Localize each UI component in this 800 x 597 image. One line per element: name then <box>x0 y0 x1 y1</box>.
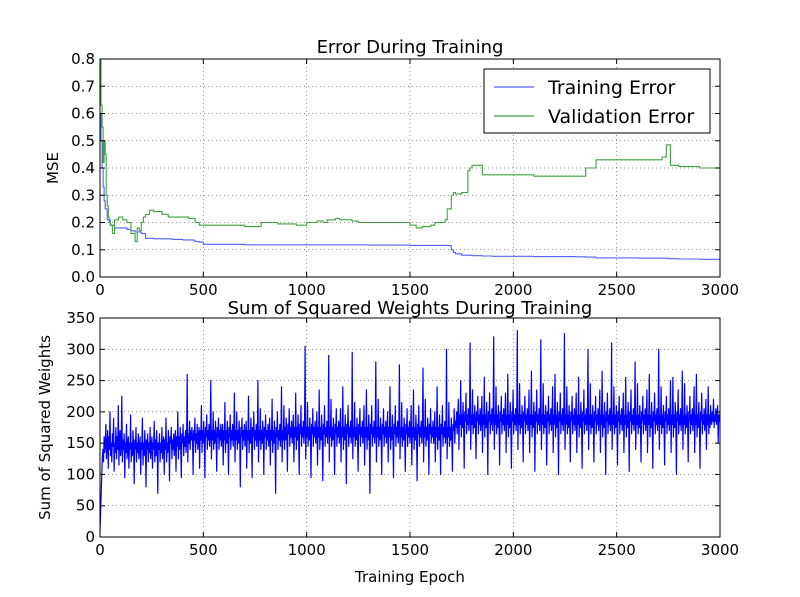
y-tick-label: 0.3 <box>71 186 95 204</box>
y-tick-label: 0.0 <box>71 268 95 286</box>
y-tick-label: 0.4 <box>71 159 95 177</box>
y-tick-label: 200 <box>66 403 95 421</box>
x-tick-label: 500 <box>189 281 218 299</box>
y-tick-label: 0.1 <box>71 241 95 259</box>
x-tick-label: 2500 <box>598 541 636 559</box>
legend-label-validation-error: Validation Error <box>548 106 694 128</box>
y-tick-label: 150 <box>66 434 95 452</box>
legend-box <box>483 68 711 134</box>
series-line-validation-error <box>100 59 720 243</box>
weights-chart-ylabel: Sum of Squared Weights <box>36 335 54 520</box>
error-chart-title: Error During Training <box>317 37 504 58</box>
legend-label-training-error: Training Error <box>547 77 676 99</box>
x-tick-label: 0 <box>95 541 105 559</box>
x-tick-label: 2500 <box>598 281 636 299</box>
y-tick-label: 0.8 <box>71 50 95 68</box>
series-line-weights <box>100 329 720 531</box>
x-tick-label: 3000 <box>701 281 739 299</box>
x-tick-label: 1500 <box>391 281 429 299</box>
weights-chart-title: Sum of Squared Weights During Training <box>228 298 593 319</box>
y-tick-label: 300 <box>66 340 95 358</box>
error-chart: 0 500 1000 1500 2000 2500 3000 0.0 0.1 0.2 0.3 0.4 0… <box>44 37 739 299</box>
x-tick-label: 2000 <box>494 541 532 559</box>
x-tick-label: 1500 <box>391 541 429 559</box>
x-tick-label: 1000 <box>288 541 326 559</box>
y-tick-label: 0.5 <box>71 132 95 150</box>
y-tick-label: 0.7 <box>71 77 95 95</box>
y-tick-label: 350 <box>66 309 95 327</box>
y-tick-label: 100 <box>66 465 95 483</box>
x-tick-label: 1000 <box>288 281 326 299</box>
weights-chart: 0 500 1000 1500 2000 2500 3000 0 50 100 150 200 250 3… <box>36 298 739 586</box>
y-tick-label: 0.6 <box>71 105 95 123</box>
y-tick-label: 50 <box>76 497 95 515</box>
y-tick-label: 0 <box>85 528 95 546</box>
y-tick-label: 250 <box>66 372 95 390</box>
x-tick-label: 500 <box>189 541 218 559</box>
error-chart-ylabel: MSE <box>44 152 62 184</box>
y-tick-label: 0.2 <box>71 214 95 232</box>
error-chart-legend: Training Error Validation Error <box>483 68 711 134</box>
x-tick-label: 3000 <box>701 541 739 559</box>
x-tick-label: 0 <box>95 281 105 299</box>
weights-chart-xlabel: Training Epoch <box>354 568 465 586</box>
x-tick-label: 2000 <box>494 281 532 299</box>
